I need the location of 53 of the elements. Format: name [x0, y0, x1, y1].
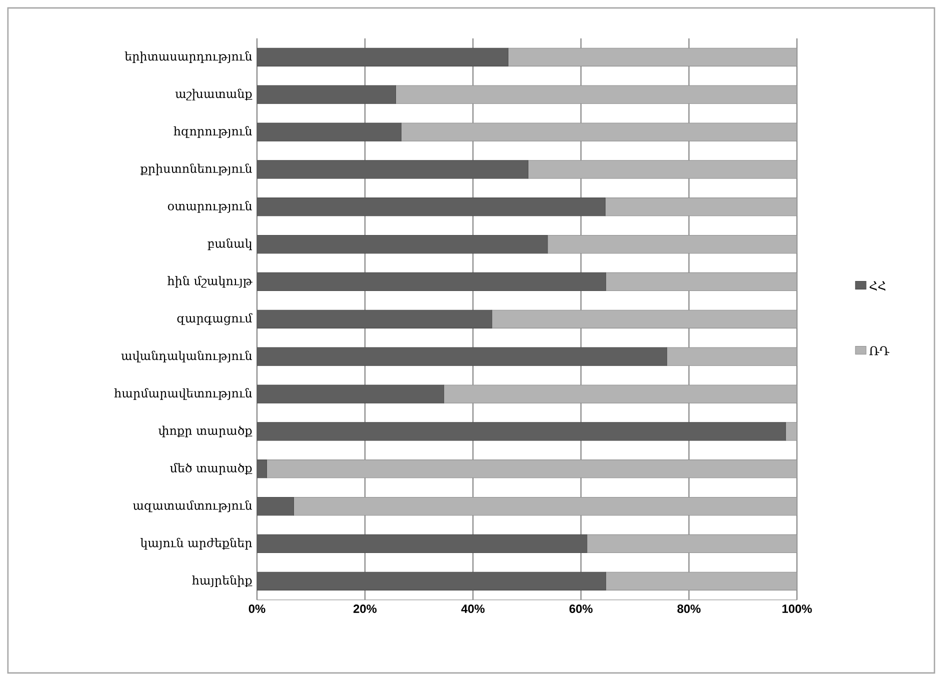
x-tick-label: 100%: [782, 604, 812, 614]
y-tick-label: փոքր տարածք: [158, 426, 252, 438]
y-tick-label: երիտասարդություն: [124, 51, 252, 64]
legend-label: ՌԴ: [869, 346, 890, 356]
bar: [606, 272, 797, 292]
bar: [293, 497, 797, 516]
bar: [256, 534, 588, 554]
bar: [256, 310, 492, 329]
bar: [256, 48, 508, 67]
bar: [256, 122, 402, 142]
x-tick-label: 0%: [248, 604, 266, 614]
bar: [785, 422, 797, 441]
legend-label: ՀՀ: [870, 281, 886, 291]
bar: [508, 48, 797, 67]
y-tick-label: կայուն արժեքներ: [140, 538, 252, 550]
bar: [256, 198, 606, 216]
y-tick-label: մեծ տարածք: [170, 463, 252, 475]
bar: [444, 384, 797, 404]
bar: [256, 460, 267, 478]
bar: [256, 497, 294, 516]
bar: [606, 572, 797, 591]
bar: [395, 85, 797, 104]
bar: [604, 198, 797, 216]
y-tick-label: բանակ: [208, 238, 252, 250]
y-tick-label: ազատամտություն: [133, 500, 252, 512]
bar: [256, 85, 396, 104]
y-tick-label: հին մշակույթ: [168, 276, 252, 288]
bar: [266, 460, 797, 478]
y-tick-label: զարգացում: [177, 313, 252, 326]
bar: [256, 572, 606, 591]
y-tick-label: քրիստոնեություն: [140, 164, 252, 176]
bar: [256, 422, 786, 441]
x-tick-label: 80%: [677, 604, 701, 614]
bar: [256, 235, 548, 254]
bar: [586, 534, 797, 554]
y-tick-label: օտարություն: [168, 201, 252, 213]
bar: [400, 122, 797, 142]
bar: [666, 347, 797, 366]
y-tick-label: հզորություն: [174, 126, 252, 138]
bar: [492, 310, 797, 329]
bar: [528, 160, 797, 179]
y-tick-label: աշխատանք: [175, 88, 252, 100]
bar: [256, 384, 444, 404]
bar: [256, 272, 606, 292]
x-tick-label: 40%: [461, 604, 485, 614]
y-tick-label: հայրենիք: [192, 575, 252, 588]
bar: [256, 160, 528, 179]
y-tick-label: հարմարավետություն: [114, 388, 252, 400]
y-tick-label: ավանդականություն: [121, 350, 252, 362]
x-tick-label: 60%: [569, 604, 593, 614]
bar: [256, 347, 668, 366]
bar: [547, 235, 797, 254]
x-tick-label: 20%: [353, 604, 377, 614]
